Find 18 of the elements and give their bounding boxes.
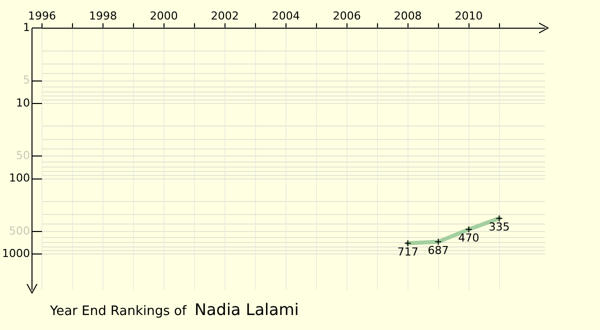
x-tick-label: 2008	[394, 9, 422, 22]
y-tick-label: 100	[8, 172, 30, 185]
data-label: 717	[397, 246, 418, 259]
y-tick-label: 1000	[2, 246, 30, 260]
x-tick-label: 1996	[28, 9, 56, 22]
x-tick-label: 1998	[88, 9, 117, 22]
x-tick-label: 2002	[210, 9, 239, 22]
data-label: 335	[488, 220, 510, 234]
y-tick-label: 10	[16, 96, 30, 110]
data-label: 687	[428, 244, 449, 258]
x-tick-label: 2006	[332, 9, 361, 22]
text: Year End Rankings of	[50, 304, 187, 319]
x-tick-label: 2000	[150, 9, 178, 22]
x-tick-label: 2004	[272, 9, 300, 22]
x-tick-label: 2010	[454, 9, 483, 22]
data-label: 470	[458, 232, 480, 245]
y-tick-label: 1	[22, 21, 30, 34]
text: Nadia Lalami	[194, 300, 299, 319]
